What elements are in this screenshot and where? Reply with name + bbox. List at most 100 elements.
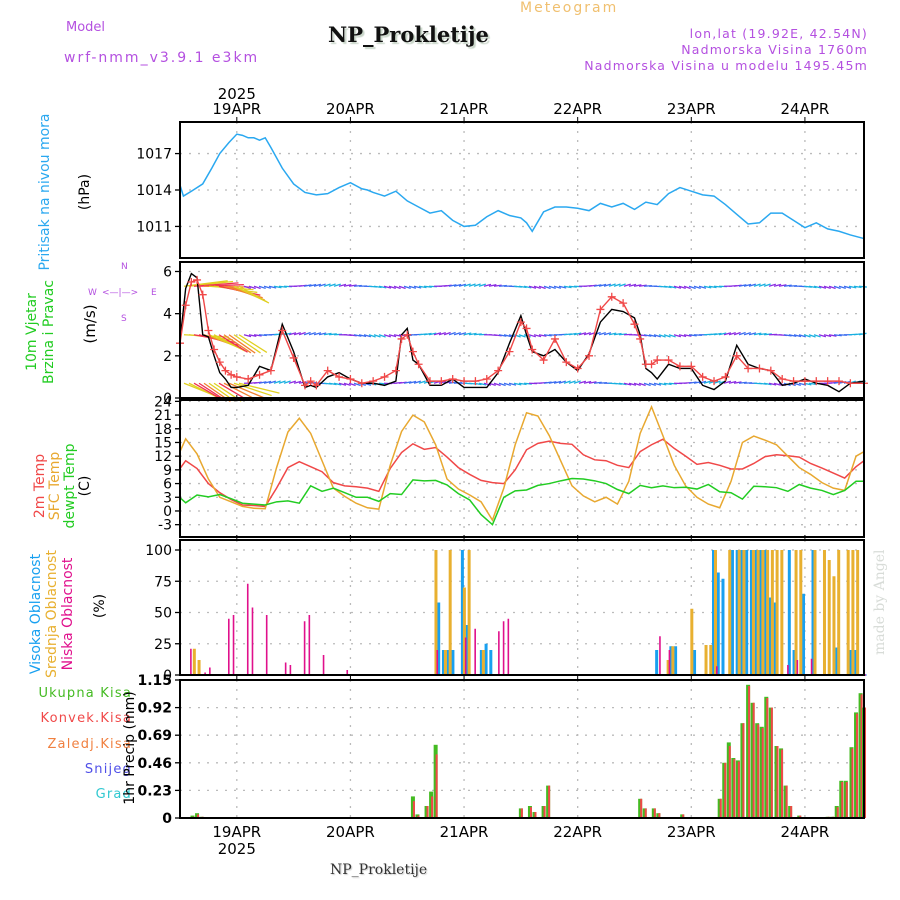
cloud-bar-0 xyxy=(437,602,441,675)
wind-direction-arrow xyxy=(668,334,676,338)
model-elevation-label: Nadmorska Visina u modelu 1495.45m xyxy=(584,58,868,73)
wind-direction-arrow xyxy=(533,285,541,290)
wind-direction-arrow xyxy=(263,285,272,289)
cloud-bar-1 xyxy=(671,646,675,675)
wind-direction-arrow xyxy=(348,284,357,287)
panel-frame xyxy=(179,261,865,399)
wind-direction-arrow xyxy=(398,285,406,290)
wind-direction-arrow xyxy=(588,381,597,384)
wind-direction-arrow xyxy=(758,332,767,336)
wind-direction-arrow xyxy=(833,334,842,337)
precip-bar-conv xyxy=(724,762,727,818)
precip-bar-conv xyxy=(781,749,784,818)
y-tick-label: 1014 xyxy=(136,183,172,199)
wind-speed-marker xyxy=(278,326,287,335)
x-day-label-top: 20APR xyxy=(326,100,375,118)
wind-direction-arrow xyxy=(543,285,551,290)
wind-direction-arrow xyxy=(518,334,526,338)
wind-direction-arrow xyxy=(358,334,367,338)
pressure-line xyxy=(179,133,865,240)
wind-speed-marker xyxy=(369,377,378,386)
y-tick-label: 100 xyxy=(145,543,172,559)
wind-direction-arrow xyxy=(833,285,841,290)
wind-direction-arrow xyxy=(763,382,772,386)
wind-direction-arrow xyxy=(663,382,672,386)
cloud-bar-0 xyxy=(460,550,464,675)
wind-direction-arrow xyxy=(543,381,552,384)
wind_speed_black-line xyxy=(179,272,865,393)
wind-direction-arrow xyxy=(383,334,392,338)
y-tick-label: 1.15 xyxy=(137,673,172,689)
cloud-bar-0 xyxy=(735,550,739,675)
wind-direction-arrow xyxy=(333,382,342,386)
cloud-bar-1 xyxy=(837,550,841,675)
wind-direction-arrow xyxy=(623,283,632,287)
wind-direction-arrow xyxy=(713,380,721,384)
wind-direction-arrow xyxy=(783,284,792,287)
wind-speed-marker xyxy=(800,377,809,386)
wind-direction-arrow xyxy=(518,382,527,386)
wind-speed-marker xyxy=(789,377,798,386)
wind-speed-marker xyxy=(193,275,202,284)
wind-direction-arrow xyxy=(468,332,477,336)
wind-direction-arrow xyxy=(598,331,606,336)
wind-direction-arrow xyxy=(553,380,562,384)
cloud-bar-0 xyxy=(740,550,744,675)
wind-direction-arrow xyxy=(273,380,281,384)
legend-hail: Grad xyxy=(95,787,132,802)
wind-direction-arrow xyxy=(593,381,602,384)
wind-speed-marker xyxy=(460,377,469,386)
cloud-bar-1 xyxy=(728,550,732,675)
cloud-bar-0 xyxy=(773,602,777,675)
wind-direction-arrow xyxy=(263,380,272,384)
wind-direction-arrow xyxy=(388,334,397,338)
wind-direction-arrow xyxy=(658,382,667,386)
wind-speed-marker xyxy=(414,360,423,369)
cloud-bar-2 xyxy=(436,650,439,675)
precip-bar-conv xyxy=(653,808,656,818)
wind-speed-marker xyxy=(846,379,855,388)
wind-direction-arrow xyxy=(728,331,736,336)
precip-bar-conv xyxy=(836,807,839,818)
precip-bar-conv xyxy=(752,702,755,818)
wind-direction-arrow xyxy=(418,380,426,384)
wind-direction-arrow xyxy=(723,332,732,336)
wind-direction-arrow xyxy=(438,331,446,336)
wind-speed-marker xyxy=(181,301,190,310)
cloud-bar-0 xyxy=(764,550,768,675)
precip-bar-conv xyxy=(845,782,848,818)
wind-direction-arrow xyxy=(368,334,376,338)
wind-direction-arrow xyxy=(663,334,671,338)
y-tick-label: 4 xyxy=(163,307,172,323)
wind-direction-arrow xyxy=(603,283,612,287)
cloud-bar-1 xyxy=(856,550,860,675)
wind-direction-arrow xyxy=(543,334,552,337)
y-tick-label: 6 xyxy=(163,264,172,280)
x-day-label-bottom: 19APR xyxy=(212,823,261,841)
wind-direction-arrow xyxy=(408,380,417,384)
wind-direction-arrow xyxy=(273,285,282,289)
wind-direction-arrow xyxy=(378,285,387,289)
wind-speed-marker xyxy=(664,356,673,365)
cloud-bar-0 xyxy=(716,572,720,675)
cloud-bar-2 xyxy=(502,621,505,675)
wind-speed-marker xyxy=(335,372,344,381)
wind-speed-marker xyxy=(607,292,616,301)
model-name: wrf-nmm_v3.9.1 e3km xyxy=(64,50,260,66)
legend-snow: Snijeg xyxy=(84,762,132,777)
y-tick-label: 15 xyxy=(154,435,172,451)
wind-speed-marker xyxy=(255,370,264,379)
wind-direction-arrow xyxy=(733,331,741,336)
wind-speed-marker xyxy=(244,375,253,384)
wind-direction-arrow xyxy=(753,332,762,336)
cloud-bar-0 xyxy=(792,650,796,675)
wind-speed-marker xyxy=(647,360,656,369)
wind-direction-arrow xyxy=(858,285,867,288)
precip-bar-conv xyxy=(426,806,429,818)
wind-direction-arrow xyxy=(343,284,352,287)
wind-direction-arrow xyxy=(448,284,457,287)
wind-speed-marker xyxy=(744,364,753,373)
cloud-bar-1 xyxy=(822,550,826,675)
wind-direction-arrow xyxy=(418,285,427,289)
